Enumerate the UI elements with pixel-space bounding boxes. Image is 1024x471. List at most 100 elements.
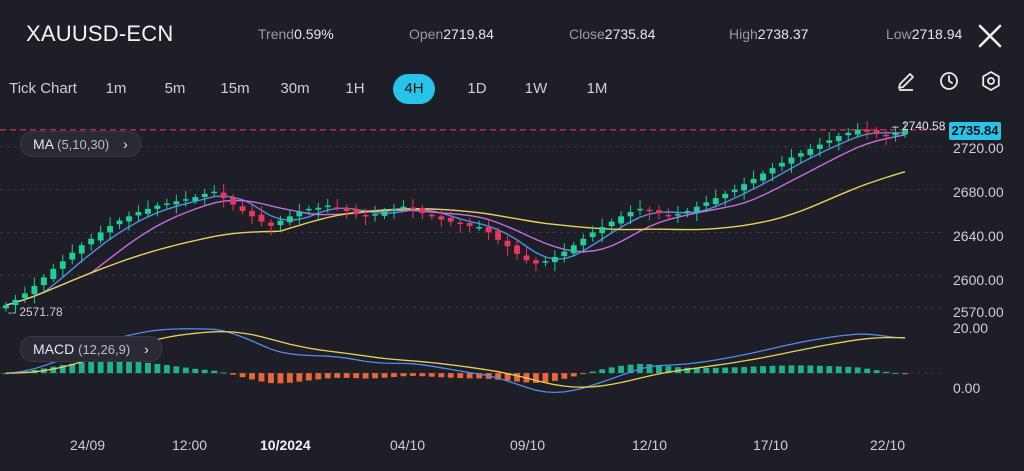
candle-body	[646, 209, 653, 212]
date-tick: 17/10	[753, 437, 789, 453]
date-tick: 10/2024	[260, 437, 311, 453]
low-stat: Low2718.94	[886, 26, 962, 42]
macd-name: MACD	[33, 341, 75, 357]
close-button[interactable]	[976, 22, 1004, 50]
candle-body	[495, 230, 502, 240]
chevron-right-icon: ›	[123, 136, 128, 152]
macd-histogram-bar	[258, 373, 265, 382]
high-stat: High2738.37	[729, 26, 808, 42]
candle-body	[220, 192, 227, 199]
candle-body	[826, 140, 833, 143]
candle-body	[268, 222, 274, 226]
candle-body	[69, 252, 76, 260]
macd-histogram-bar	[230, 373, 237, 375]
moving-averages	[5, 132, 906, 306]
macd-histogram-bar	[788, 365, 795, 374]
max-price-label: – 2740.58	[892, 119, 945, 133]
tab-tick-chart[interactable]: Tick Chart	[9, 80, 77, 97]
ma5-line	[5, 132, 905, 306]
candle-body	[381, 210, 388, 216]
macd-params: (12,26,9)	[78, 342, 131, 357]
tab-1h[interactable]: 1H	[345, 80, 365, 97]
candle-body	[324, 205, 331, 208]
candle-body	[542, 261, 549, 263]
macd-histogram-bar	[353, 373, 360, 379]
ma-indicator-pill[interactable]: MA (5,10,30) ›	[20, 131, 141, 157]
candle-body	[712, 198, 719, 205]
macd-histogram-bar	[769, 365, 776, 374]
candle-body	[116, 220, 123, 225]
candle-body	[627, 212, 634, 217]
candle-body	[693, 206, 700, 212]
date-tick: 12:00	[172, 437, 208, 453]
candle-body	[192, 197, 199, 201]
macd-histogram-bar	[428, 373, 435, 377]
candle-body	[334, 207, 341, 209]
macd-histogram-bar	[135, 362, 142, 374]
macd-histogram-bar	[797, 365, 804, 374]
macd-histogram-bar	[826, 366, 833, 374]
tab-5m[interactable]: 5m	[164, 80, 186, 97]
candle-body	[665, 214, 672, 217]
macd-histogram-bar	[646, 364, 653, 374]
tab-1m[interactable]: 1m	[105, 80, 127, 97]
price-tick-2570: 2570.00	[953, 304, 1004, 320]
date-tick: 22/10	[870, 437, 906, 453]
candle-body	[21, 293, 28, 299]
trend-stat: Trend0.59%	[258, 26, 334, 42]
macd-histogram-bar	[400, 373, 407, 377]
candle-body	[78, 245, 85, 254]
candle-body	[779, 162, 785, 167]
candle-body	[438, 216, 445, 220]
candle-body	[135, 212, 142, 216]
candle-body	[50, 268, 57, 280]
candle-body	[523, 255, 530, 261]
candle-body	[589, 232, 596, 238]
price-tick-2640: 2640.00	[953, 228, 1004, 244]
macd-histogram-bar	[324, 373, 331, 379]
macd-histogram-bar	[703, 367, 710, 374]
macd-histogram-bar	[892, 372, 899, 374]
macd-histogram-bar	[277, 373, 284, 384]
tab-1d[interactable]: 1D	[467, 80, 487, 97]
macd-histogram-bar	[3, 373, 9, 375]
macd-histogram-bar	[684, 367, 691, 374]
macd-histogram-bar	[315, 373, 322, 380]
candle-body	[258, 214, 265, 222]
tab-1w[interactable]: 1W	[524, 80, 548, 97]
candle-body	[902, 129, 908, 135]
candle-body	[504, 240, 511, 247]
macd-histogram-bar	[835, 366, 842, 374]
min-price-label: -- 2571.78	[8, 305, 63, 319]
settings-button[interactable]	[980, 70, 1002, 92]
macd-histogram-bar	[116, 360, 123, 374]
candle-body	[409, 207, 416, 210]
close-value: 2735.84	[604, 26, 656, 42]
candle-body	[788, 157, 795, 164]
macd-histogram-bar	[514, 373, 520, 382]
settings-icon	[982, 71, 1000, 91]
macd-histogram-bar	[665, 366, 672, 374]
timeframe-tabs: Tick Chart 1m 5m 15m 30m 1H 4H 1D 1W 1M	[0, 74, 1024, 104]
candle-body	[419, 207, 426, 214]
candle-body	[807, 148, 814, 155]
tab-4h[interactable]: 4H	[393, 74, 435, 104]
date-tick: 09/10	[510, 437, 546, 453]
candle-body	[343, 207, 350, 211]
candle-body	[608, 221, 615, 227]
price-tick-2600: 2600.00	[953, 272, 1004, 288]
macd-indicator-pill[interactable]: MACD (12,26,9) ›	[20, 336, 162, 362]
history-button[interactable]	[938, 70, 960, 92]
macd-histogram-bar	[239, 373, 246, 378]
max-price-prefix: –	[892, 119, 903, 133]
ma30-line	[5, 171, 906, 306]
tab-1mo[interactable]: 1M	[586, 80, 608, 97]
candle-body	[854, 129, 861, 135]
macd-histogram-bar	[902, 373, 908, 375]
draw-tool-button[interactable]	[895, 70, 917, 92]
candle-body	[12, 299, 19, 306]
tab-30m[interactable]: 30m	[280, 80, 310, 97]
tab-15m[interactable]: 15m	[220, 80, 250, 97]
macd-histogram-bar	[173, 366, 180, 374]
